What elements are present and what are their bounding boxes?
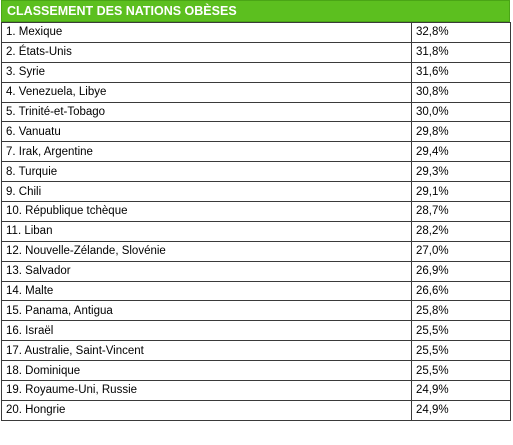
table-row: 20. Hongrie 24,9% (1, 399, 511, 421)
table-row: 2. États-Unis 31,8% (1, 41, 511, 63)
obesity-rate-cell: 27,0% (411, 240, 511, 262)
obesity-rate-cell: 26,9% (411, 260, 511, 282)
table-row: 9. Chili 29,1% (1, 181, 511, 203)
obesity-rate-cell: 24,9% (411, 380, 511, 401)
ranking-table: 1. Mexique 32,8% 2. États-Unis 31,8% 3. Syri… (1, 22, 511, 421)
country-cell: 18. Dominique (1, 360, 412, 382)
table-title-bar: CLASSEMENT DES NATIONS OBÈSES (1, 0, 510, 22)
table-row: 13. Salvador 26,9% (1, 260, 511, 282)
country-cell: 14. Malte (1, 280, 412, 302)
country-cell: 11. Liban (1, 220, 412, 242)
obesity-ranking-table-container: CLASSEMENT DES NATIONS OBÈSES 1. Mexique… (1, 0, 512, 421)
country-cell: 5. Trinité-et-Tobago (1, 101, 412, 123)
country-cell: 20. Hongrie (1, 399, 412, 421)
table-row: 8. Turquie 29,3% (1, 161, 511, 183)
country-cell: 16. Israël (1, 320, 412, 342)
table-title: CLASSEMENT DES NATIONS OBÈSES (7, 4, 237, 18)
obesity-rate-cell: 29,3% (411, 161, 511, 183)
country-cell: 12. Nouvelle-Zélande, Slovénie (1, 240, 412, 262)
obesity-rate-cell: 29,8% (411, 121, 511, 143)
obesity-rate-cell: 30,8% (411, 81, 511, 103)
obesity-rate-cell: 28,2% (411, 220, 511, 242)
country-cell: 7. Irak, Argentine (1, 141, 412, 163)
obesity-rate-cell: 25,5% (411, 320, 511, 342)
country-cell: 1. Mexique (1, 22, 412, 43)
table-row: 12. Nouvelle-Zélande, Slovénie 27,0% (1, 240, 511, 262)
obesity-rate-cell: 31,6% (411, 61, 511, 83)
table-row: 1. Mexique 32,8% (1, 22, 511, 43)
country-cell: 3. Syrie (1, 61, 412, 83)
table-row: 19. Royaume-Uni, Russie 24,9% (1, 380, 511, 401)
table-row: 7. Irak, Argentine 29,4% (1, 141, 511, 163)
obesity-rate-cell: 26,6% (411, 280, 511, 302)
table-row: 14. Malte 26,6% (1, 280, 511, 302)
country-cell: 4. Venezuela, Libye (1, 81, 412, 103)
obesity-rate-cell: 25,5% (411, 360, 511, 382)
obesity-rate-cell: 32,8% (411, 22, 511, 43)
country-cell: 8. Turquie (1, 161, 412, 183)
obesity-rate-cell: 28,7% (411, 201, 511, 222)
table-row: 6. Vanuatu 29,8% (1, 121, 511, 143)
country-cell: 6. Vanuatu (1, 121, 412, 143)
table-row: 11. Liban 28,2% (1, 220, 511, 242)
obesity-rate-cell: 30,0% (411, 101, 511, 123)
table-row: 5. Trinité-et-Tobago 30,0% (1, 101, 511, 123)
table-row: 3. Syrie 31,6% (1, 61, 511, 83)
obesity-rate-cell: 25,5% (411, 340, 511, 362)
country-cell: 2. États-Unis (1, 41, 412, 63)
ranking-table-body: 1. Mexique 32,8% 2. États-Unis 31,8% 3. Syri… (1, 22, 511, 421)
country-cell: 10. République tchèque (1, 201, 412, 222)
table-row: 17. Australie, Saint-Vincent 25,5% (1, 340, 511, 362)
table-row: 4. Venezuela, Libye 30,8% (1, 81, 511, 103)
country-cell: 19. Royaume-Uni, Russie (1, 380, 412, 401)
obesity-rate-cell: 25,8% (411, 300, 511, 322)
country-cell: 13. Salvador (1, 260, 412, 282)
obesity-rate-cell: 29,1% (411, 181, 511, 203)
table-row: 15. Panama, Antigua 25,8% (1, 300, 511, 322)
country-cell: 15. Panama, Antigua (1, 300, 412, 322)
country-cell: 17. Australie, Saint-Vincent (1, 340, 412, 362)
obesity-rate-cell: 31,8% (411, 41, 511, 63)
table-row: 18. Dominique 25,5% (1, 360, 511, 382)
table-row: 10. République tchèque 28,7% (1, 201, 511, 222)
obesity-rate-cell: 29,4% (411, 141, 511, 163)
obesity-rate-cell: 24,9% (411, 399, 511, 421)
table-row: 16. Israël 25,5% (1, 320, 511, 342)
country-cell: 9. Chili (1, 181, 412, 203)
